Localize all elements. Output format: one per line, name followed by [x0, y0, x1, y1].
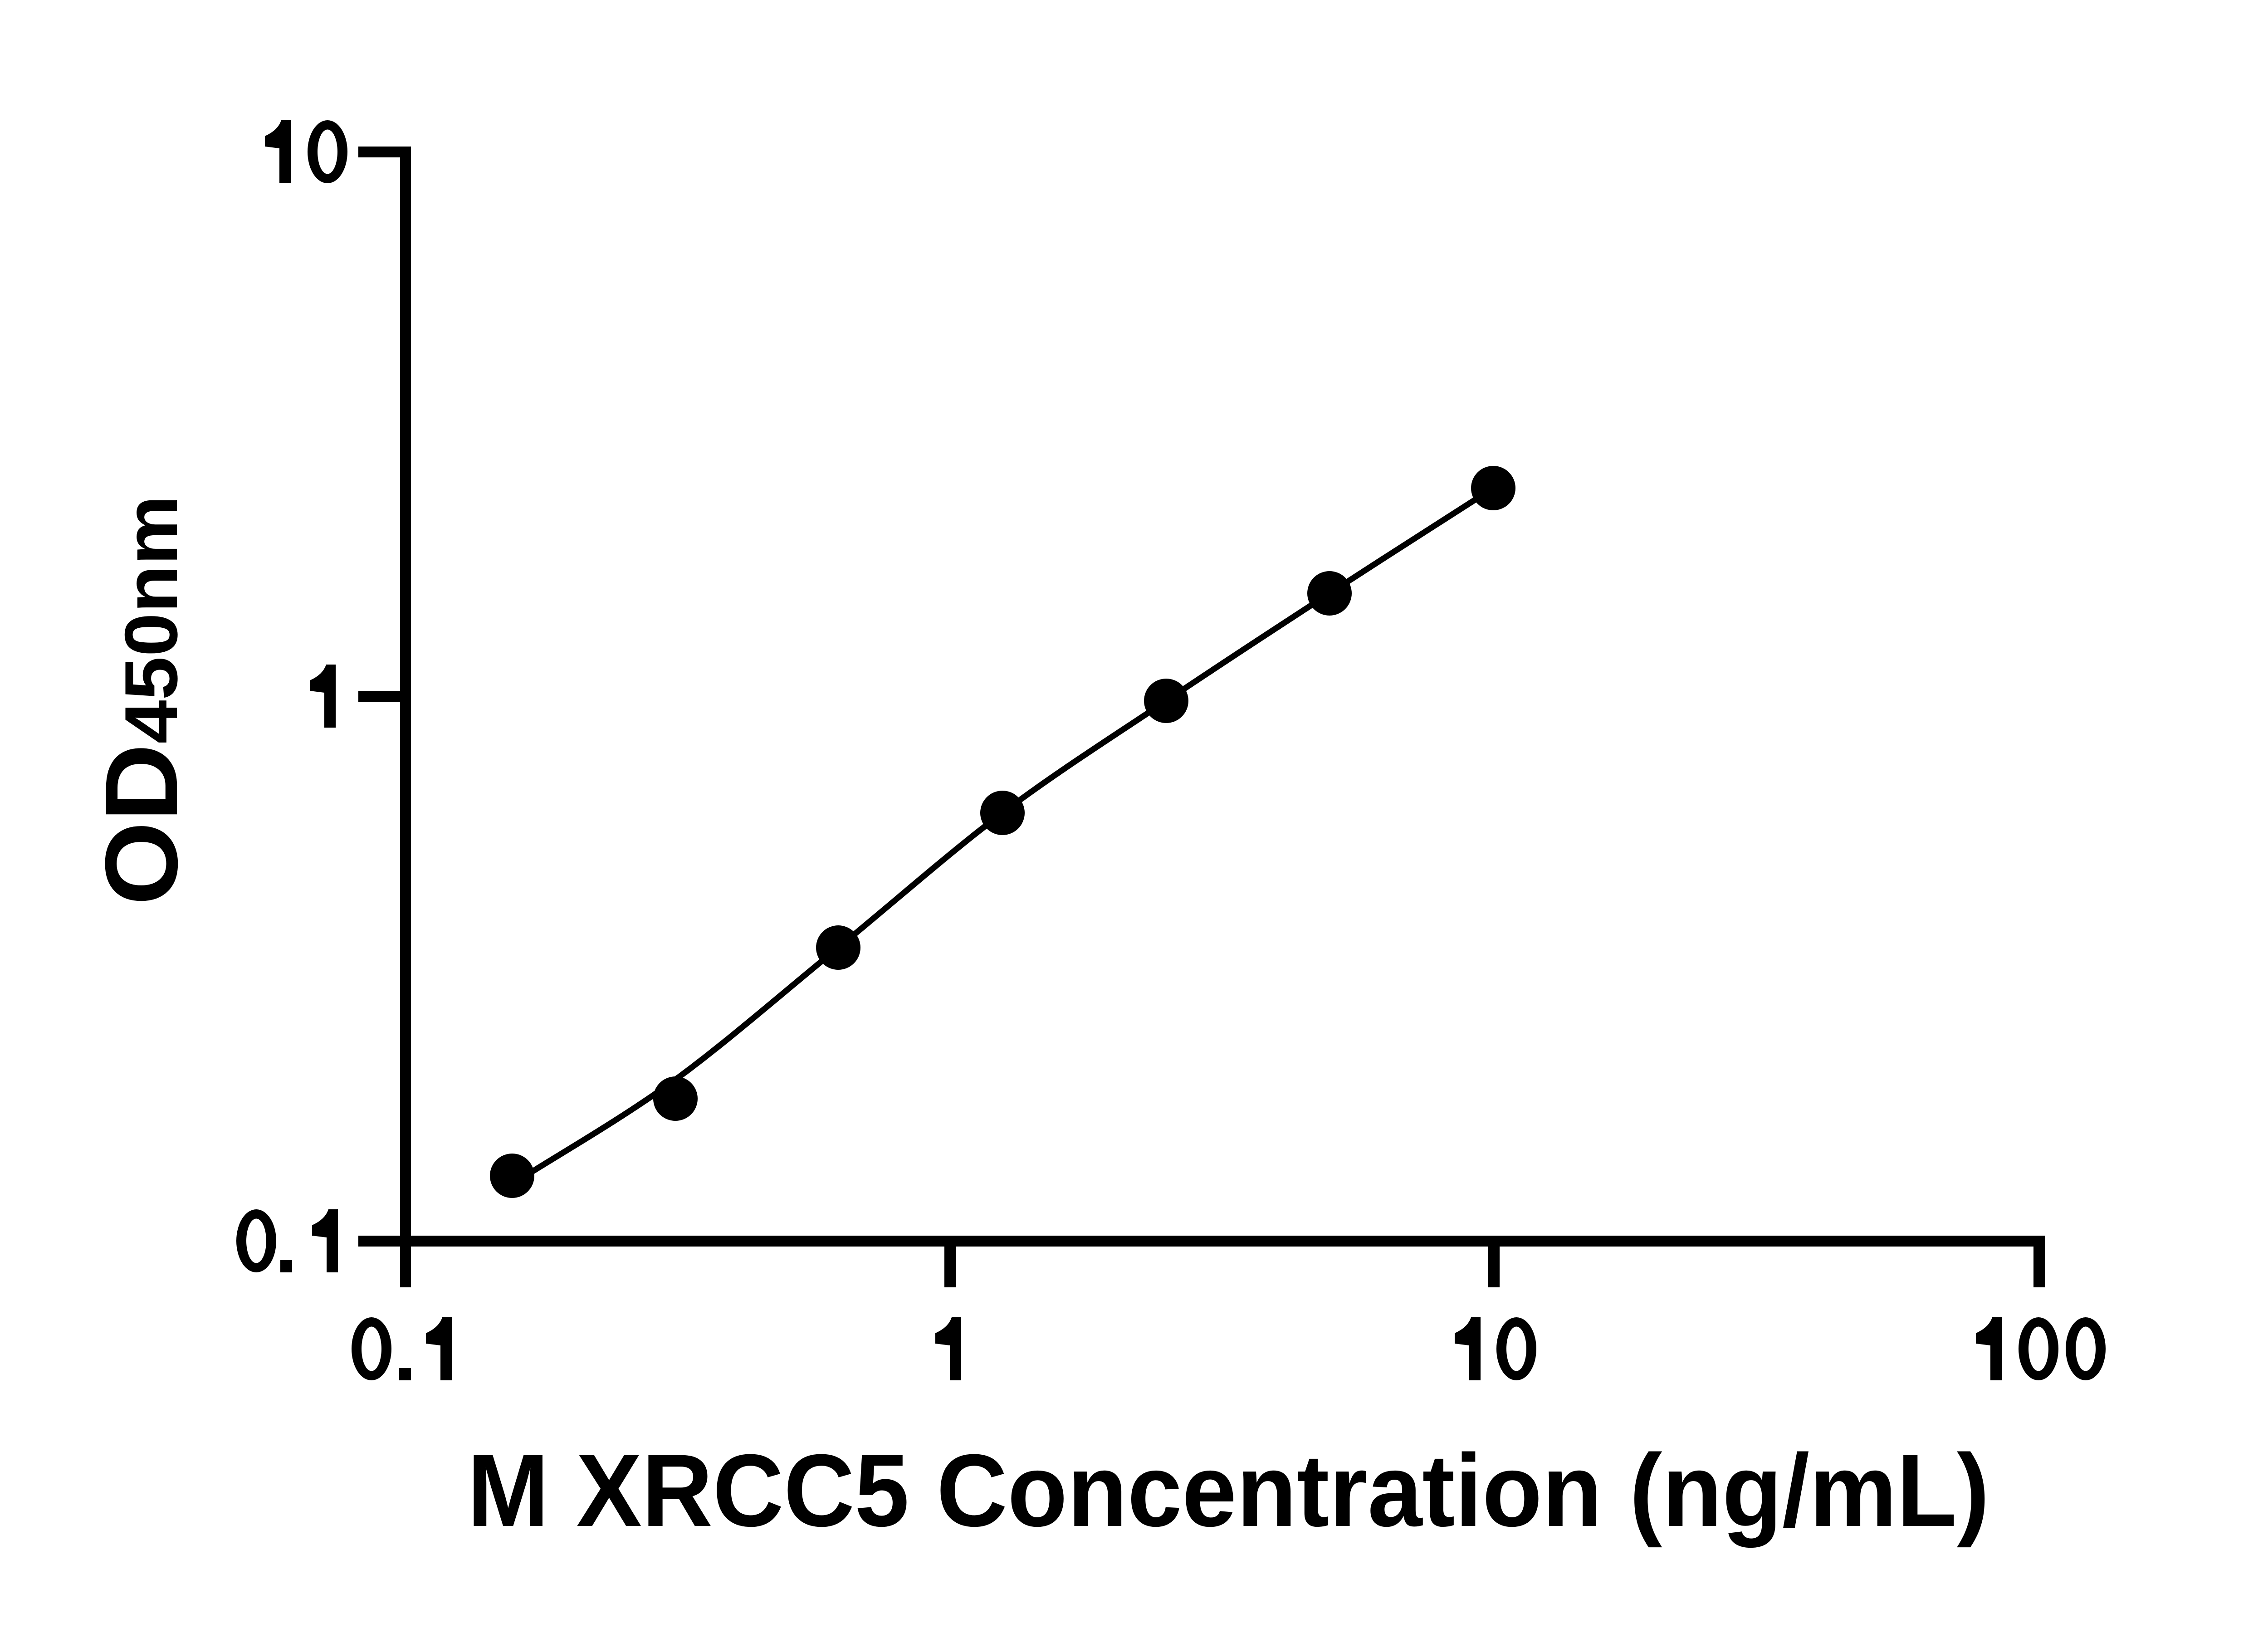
svg-text:M XRCC5 Concentration (ng/mL): M XRCC5 Concentration (ng/mL) [467, 1433, 1989, 1548]
